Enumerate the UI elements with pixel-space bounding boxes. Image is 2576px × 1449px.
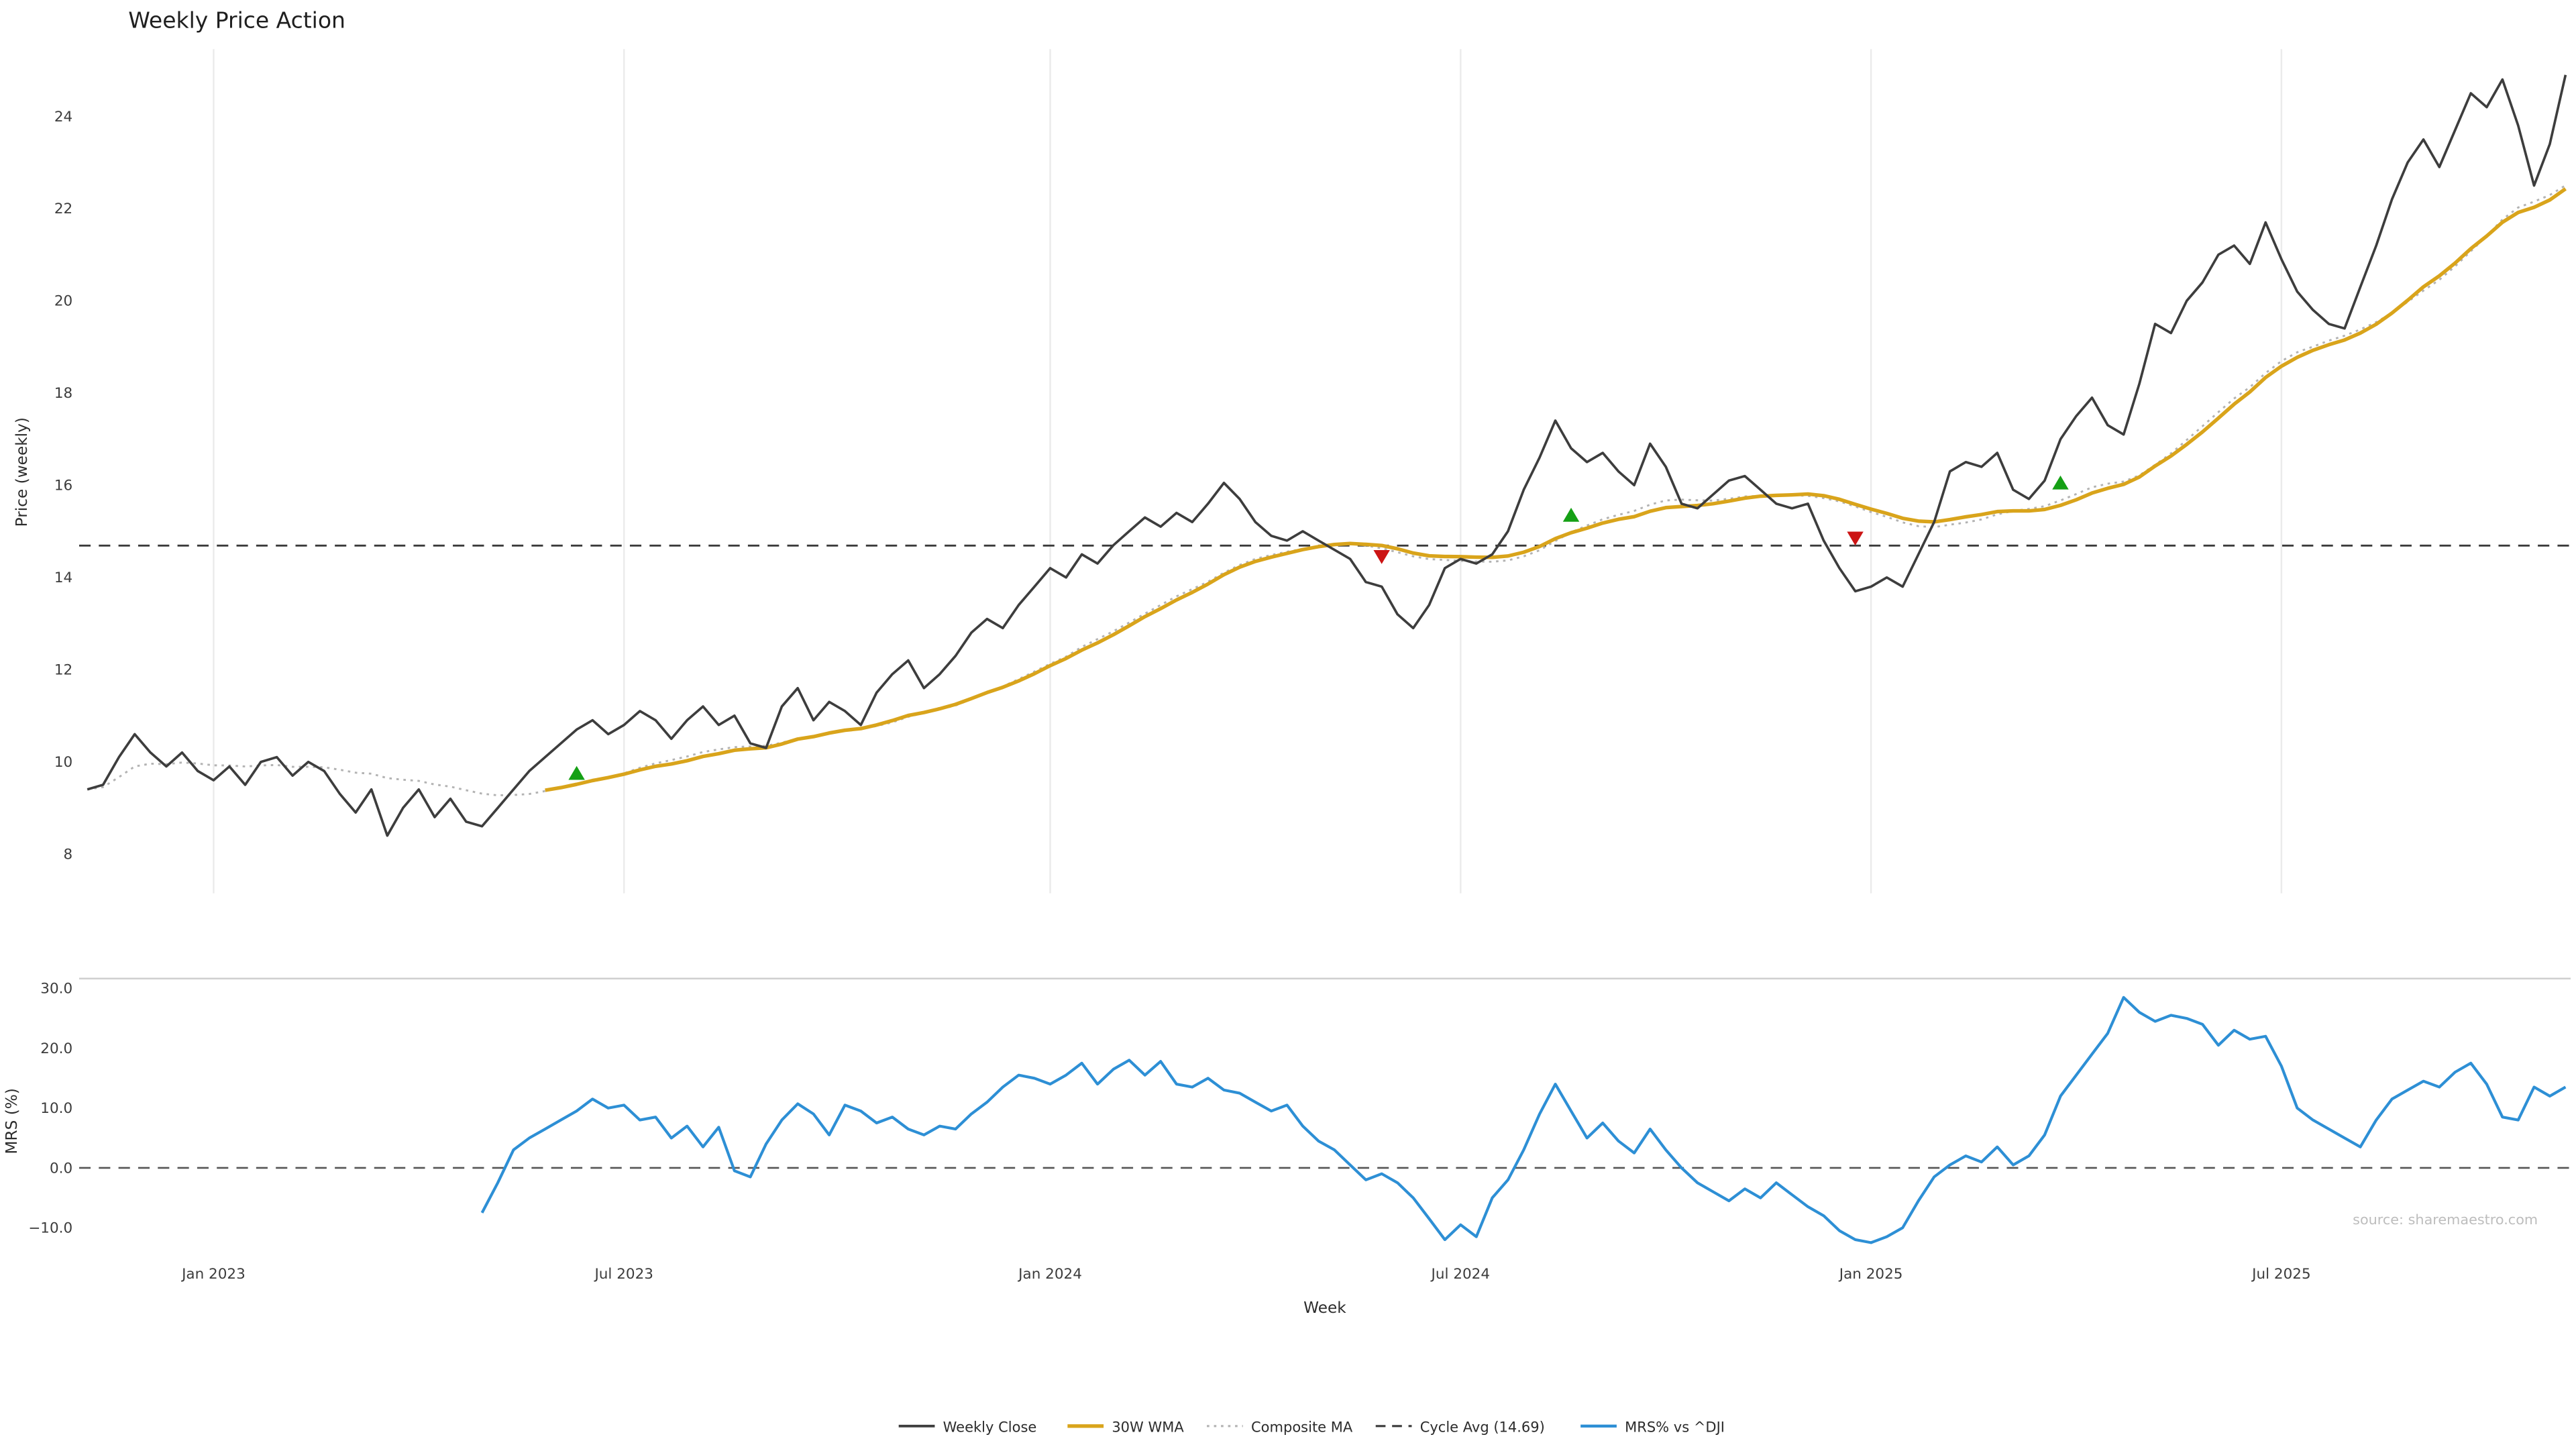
x-tick-label: Jul 2025 (2251, 1266, 2311, 1283)
price-tick-label: 20 (54, 293, 72, 310)
buy-signal-marker (568, 765, 585, 780)
mrs-tick-label: 10.0 (40, 1100, 72, 1117)
chart-title: Weekly Price Action (128, 7, 345, 34)
x-tick-label: Jan 2025 (1838, 1266, 1903, 1283)
signal-markers (568, 475, 2069, 780)
buy-signal-marker (2052, 475, 2069, 490)
x-tick-label: Jul 2023 (593, 1266, 653, 1283)
mrs-tick-label: 0.0 (50, 1160, 72, 1177)
x-axis-label: Week (1303, 1299, 1346, 1317)
gridlines (213, 49, 2283, 894)
legend: Weekly Close 30W WMA Composite MA Cycle … (898, 1418, 1725, 1435)
mrs-tick-label: 30.0 (40, 981, 72, 998)
30w-wma-line (545, 187, 2567, 792)
price-tick-label: 10 (54, 754, 72, 771)
price-tick-label: 18 (54, 385, 72, 402)
legend-label-composite-ma: Composite MA (1251, 1418, 1353, 1435)
legend-label-weekly-close: Weekly Close (943, 1418, 1037, 1435)
axis-tick-labels: 8 10 12 14 16 18 20 22 24 −10.0 0.0 10.0 20.0 30.0 Jan… (28, 109, 2310, 1283)
legend-label-mrs: MRS% vs ^DJI (1625, 1418, 1725, 1435)
legend-label-cycle-avg: Cycle Avg (14.69) (1420, 1418, 1545, 1435)
source-credit: source: sharemaestro.com (2353, 1212, 2538, 1228)
price-axis-label: Price (weekly) (13, 417, 31, 527)
buy-signal-marker (1562, 507, 1580, 522)
mrs-axis-label: MRS (%) (3, 1088, 21, 1154)
weekly-close-line (87, 74, 2567, 837)
price-tick-label: 24 (54, 109, 72, 125)
price-tick-label: 8 (64, 846, 73, 863)
x-tick-label: Jan 2024 (1017, 1266, 1082, 1283)
sell-signal-marker (1373, 550, 1390, 564)
series-lines (78, 74, 2576, 1244)
price-tick-label: 22 (54, 201, 72, 217)
legend-label-30w-wma: 30W WMA (1112, 1418, 1184, 1435)
x-tick-label: Jul 2024 (1430, 1266, 1491, 1283)
price-tick-label: 14 (54, 570, 72, 586)
mrs-line (480, 996, 2567, 1244)
sell-signal-marker (1847, 531, 1864, 546)
mrs-tick-label: 20.0 (40, 1040, 72, 1057)
x-tick-label: Jan 2023 (180, 1266, 246, 1283)
price-tick-label: 12 (54, 661, 72, 678)
mrs-tick-label: −10.0 (28, 1220, 72, 1236)
price-tick-label: 16 (54, 478, 72, 494)
